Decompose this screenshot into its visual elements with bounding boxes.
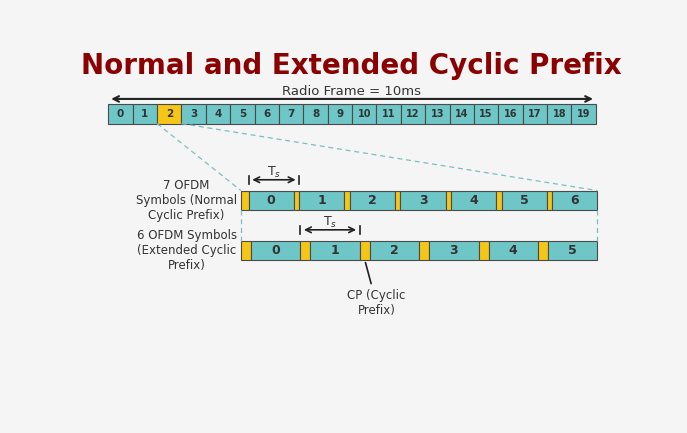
Text: 0: 0 xyxy=(117,109,124,119)
Bar xyxy=(230,104,255,123)
Text: 4: 4 xyxy=(469,194,478,207)
Bar xyxy=(370,241,419,260)
Text: 0: 0 xyxy=(267,194,275,207)
Text: 17: 17 xyxy=(528,109,541,119)
Text: 4: 4 xyxy=(214,109,222,119)
Text: 7 OFDM
Symbols (Normal
Cyclic Prefix): 7 OFDM Symbols (Normal Cyclic Prefix) xyxy=(136,179,237,222)
Bar xyxy=(300,191,344,210)
Text: CP (Cyclic
Prefix): CP (Cyclic Prefix) xyxy=(347,262,405,317)
Text: 1: 1 xyxy=(330,244,339,257)
Text: 2: 2 xyxy=(368,194,376,207)
Bar xyxy=(376,104,401,123)
Text: 6: 6 xyxy=(570,194,579,207)
Text: Radio Frame = 10ms: Radio Frame = 10ms xyxy=(282,85,421,98)
Text: 11: 11 xyxy=(382,109,396,119)
Text: 2: 2 xyxy=(166,109,173,119)
Bar xyxy=(311,241,360,260)
Bar xyxy=(547,104,572,123)
Bar xyxy=(538,241,548,260)
Text: 14: 14 xyxy=(455,109,469,119)
Bar xyxy=(395,191,401,210)
Bar xyxy=(109,104,133,123)
Bar xyxy=(352,104,376,123)
Text: T$_s$: T$_s$ xyxy=(323,215,337,229)
Text: 6: 6 xyxy=(263,109,271,119)
Text: T$_s$: T$_s$ xyxy=(267,165,281,180)
Bar xyxy=(360,241,370,260)
Text: 3: 3 xyxy=(449,244,458,257)
Bar xyxy=(279,104,304,123)
Bar xyxy=(241,191,249,210)
Bar xyxy=(479,241,488,260)
Text: 16: 16 xyxy=(504,109,517,119)
Bar xyxy=(249,191,294,210)
Bar xyxy=(548,241,598,260)
Text: 7: 7 xyxy=(287,109,295,119)
Text: 9: 9 xyxy=(337,109,344,119)
Text: 12: 12 xyxy=(406,109,420,119)
Bar xyxy=(429,241,479,260)
Text: 18: 18 xyxy=(552,109,566,119)
Bar xyxy=(474,104,498,123)
Text: 1: 1 xyxy=(317,194,326,207)
Bar xyxy=(502,191,547,210)
Bar xyxy=(255,104,279,123)
Text: 4: 4 xyxy=(509,244,518,257)
Bar xyxy=(300,241,311,260)
Bar xyxy=(157,104,181,123)
Bar xyxy=(328,104,352,123)
Text: 15: 15 xyxy=(480,109,493,119)
Bar xyxy=(350,191,395,210)
Text: 2: 2 xyxy=(390,244,399,257)
Text: 10: 10 xyxy=(357,109,371,119)
Bar xyxy=(419,241,429,260)
Bar xyxy=(401,191,446,210)
Text: 3: 3 xyxy=(418,194,427,207)
Bar xyxy=(181,104,206,123)
Bar xyxy=(344,191,350,210)
Bar xyxy=(251,241,300,260)
Text: Normal and Extended Cyclic Prefix: Normal and Extended Cyclic Prefix xyxy=(81,52,622,80)
Text: 19: 19 xyxy=(577,109,590,119)
Text: 5: 5 xyxy=(568,244,577,257)
Bar xyxy=(401,104,425,123)
Text: 13: 13 xyxy=(431,109,444,119)
Bar xyxy=(304,104,328,123)
Text: 0: 0 xyxy=(271,244,280,257)
Bar xyxy=(206,104,230,123)
Bar xyxy=(425,104,449,123)
Text: 6 OFDM Symbols
(Extended Cyclic
Prefix): 6 OFDM Symbols (Extended Cyclic Prefix) xyxy=(137,229,237,272)
Bar xyxy=(451,191,496,210)
Bar xyxy=(572,104,596,123)
Bar xyxy=(498,104,523,123)
Text: 5: 5 xyxy=(520,194,528,207)
Bar xyxy=(241,241,251,260)
Bar xyxy=(488,241,538,260)
Text: 8: 8 xyxy=(312,109,319,119)
Bar xyxy=(133,104,157,123)
Bar xyxy=(294,191,300,210)
Bar xyxy=(496,191,502,210)
Bar xyxy=(552,191,598,210)
Text: 1: 1 xyxy=(142,109,148,119)
Bar xyxy=(523,104,547,123)
Text: 5: 5 xyxy=(239,109,246,119)
Bar xyxy=(547,191,552,210)
Bar xyxy=(449,104,474,123)
Bar xyxy=(446,191,451,210)
Text: 3: 3 xyxy=(190,109,197,119)
